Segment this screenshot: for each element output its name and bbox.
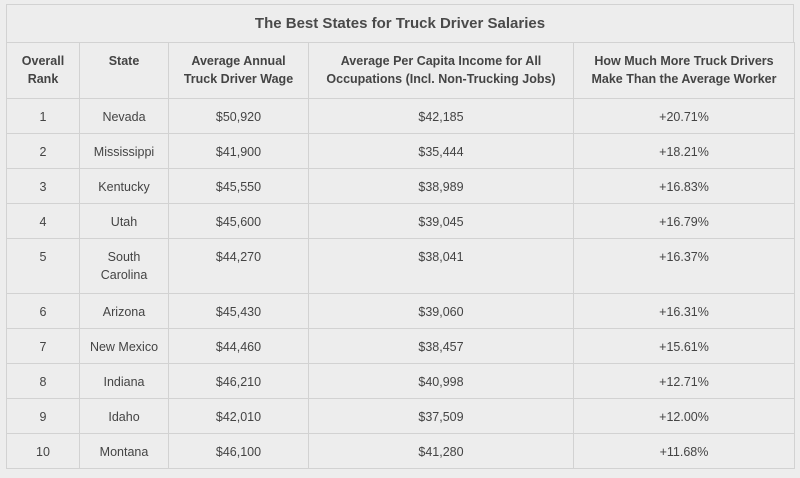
cell-difference: +12.00%: [573, 398, 795, 434]
table-row: 5 South Carolina $44,270 $38,041 +16.37%: [6, 238, 795, 294]
cell-income: $41,280: [308, 433, 574, 469]
table-row: 7 New Mexico $44,460 $38,457 +15.61%: [6, 328, 795, 364]
cell-state: Kentucky: [79, 168, 169, 204]
cell-income: $37,509: [308, 398, 574, 434]
table-row: 8 Indiana $46,210 $40,998 +12.71%: [6, 363, 795, 399]
table-row: 2 Mississippi $41,900 $35,444 +18.21%: [6, 133, 795, 169]
cell-state: South Carolina: [79, 238, 169, 294]
header-wage: Average Annual Truck Driver Wage: [168, 42, 309, 99]
cell-rank: 4: [6, 203, 80, 239]
cell-income: $40,998: [308, 363, 574, 399]
salary-table: Overall Rank State Average Annual Truck …: [6, 42, 795, 469]
header-state: State: [79, 42, 169, 99]
cell-wage: $41,900: [168, 133, 309, 169]
cell-wage: $46,210: [168, 363, 309, 399]
cell-income: $38,989: [308, 168, 574, 204]
table-row: 6 Arizona $45,430 $39,060 +16.31%: [6, 293, 795, 329]
cell-state: Utah: [79, 203, 169, 239]
cell-wage: $44,460: [168, 328, 309, 364]
table-container: The Best States for Truck Driver Salarie…: [6, 4, 795, 474]
cell-income: $42,185: [308, 98, 574, 134]
cell-difference: +11.68%: [573, 433, 795, 469]
cell-wage: $44,270: [168, 238, 309, 294]
cell-rank: 9: [6, 398, 80, 434]
cell-difference: +16.83%: [573, 168, 795, 204]
header-rank: Overall Rank: [6, 42, 80, 99]
table-row: 10 Montana $46,100 $41,280 +11.68%: [6, 433, 795, 469]
cell-income: $35,444: [308, 133, 574, 169]
cell-wage: $50,920: [168, 98, 309, 134]
cell-difference: +20.71%: [573, 98, 795, 134]
cell-wage: $46,100: [168, 433, 309, 469]
cell-income: $39,060: [308, 293, 574, 329]
cell-income: $39,045: [308, 203, 574, 239]
table-row: 3 Kentucky $45,550 $38,989 +16.83%: [6, 168, 795, 204]
cell-rank: 5: [6, 238, 80, 294]
cell-rank: 8: [6, 363, 80, 399]
cell-wage: $45,550: [168, 168, 309, 204]
table-row: 4 Utah $45,600 $39,045 +16.79%: [6, 203, 795, 239]
cell-difference: +16.31%: [573, 293, 795, 329]
cell-state: Arizona: [79, 293, 169, 329]
table-body: 1 Nevada $50,920 $42,185 +20.71% 2 Mississippi…: [6, 98, 795, 469]
cell-state: Indiana: [79, 363, 169, 399]
cell-rank: 7: [6, 328, 80, 364]
cell-difference: +18.21%: [573, 133, 795, 169]
cell-rank: 1: [6, 98, 80, 134]
cell-difference: +16.79%: [573, 203, 795, 239]
cell-rank: 10: [6, 433, 80, 469]
cell-difference: +15.61%: [573, 328, 795, 364]
cell-rank: 6: [6, 293, 80, 329]
cell-rank: 3: [6, 168, 80, 204]
cell-state: Idaho: [79, 398, 169, 434]
cell-rank: 2: [6, 133, 80, 169]
cell-wage: $45,430: [168, 293, 309, 329]
header-income: Average Per Capita Income for All Occupa…: [308, 42, 574, 99]
header-row: Overall Rank State Average Annual Truck …: [6, 42, 795, 99]
cell-wage: $42,010: [168, 398, 309, 434]
cell-difference: +12.71%: [573, 363, 795, 399]
table-row: 1 Nevada $50,920 $42,185 +20.71%: [6, 98, 795, 134]
table-title: The Best States for Truck Driver Salarie…: [6, 4, 794, 42]
cell-difference: +16.37%: [573, 238, 795, 294]
cell-state: Nevada: [79, 98, 169, 134]
cell-state: New Mexico: [79, 328, 169, 364]
cell-income: $38,457: [308, 328, 574, 364]
cell-state: Montana: [79, 433, 169, 469]
cell-state: Mississippi: [79, 133, 169, 169]
table-row: 9 Idaho $42,010 $37,509 +12.00%: [6, 398, 795, 434]
cell-wage: $45,600: [168, 203, 309, 239]
header-difference: How Much More Truck Drivers Make Than th…: [573, 42, 795, 99]
cell-income: $38,041: [308, 238, 574, 294]
